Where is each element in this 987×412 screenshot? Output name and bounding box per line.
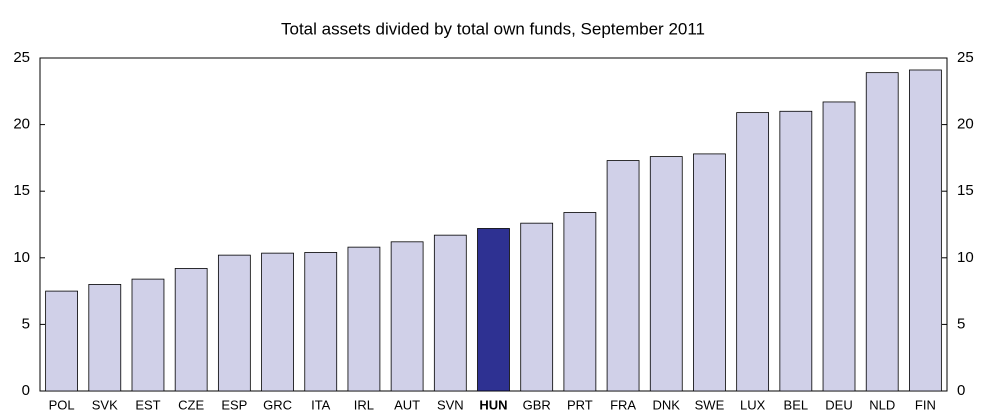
bar <box>347 246 381 392</box>
y-tick-label: 20 <box>13 116 30 133</box>
x-tick-label: FIN <box>915 397 936 412</box>
x-tick-label: AUT <box>394 397 420 412</box>
bar <box>606 160 640 392</box>
x-tick-label: ESP <box>221 397 247 412</box>
y2-tick-label: 10 <box>957 249 974 266</box>
bar <box>649 156 683 392</box>
bar <box>88 284 122 392</box>
bar <box>304 252 338 392</box>
x-tick-label: HUN <box>479 397 507 412</box>
x-tick-label: GRC <box>263 397 292 412</box>
x-tick-label: ITA <box>311 397 331 412</box>
x-tick-label: IRL <box>354 397 374 412</box>
bar <box>909 69 942 392</box>
x-tick-label: SWE <box>695 397 725 412</box>
x-tick-label: SVK <box>92 397 118 412</box>
y-tick-label: 5 <box>22 315 30 332</box>
bar <box>261 252 294 392</box>
bar <box>217 254 251 392</box>
y2-tick-label: 0 <box>957 382 965 399</box>
y2-tick-label: 15 <box>957 182 974 199</box>
x-tick-label: LUX <box>740 397 766 412</box>
x-tick-label: EST <box>135 397 160 412</box>
y2-tick-label: 25 <box>957 49 974 66</box>
x-tick-label: BEL <box>784 397 809 412</box>
y2-tick-label: 5 <box>957 315 965 332</box>
x-tick-label: POL <box>49 397 75 412</box>
x-tick-label: DEU <box>825 397 852 412</box>
bar <box>390 241 424 392</box>
x-tick-label: FRA <box>610 397 636 412</box>
bar <box>779 110 813 392</box>
bar <box>563 212 597 392</box>
x-tick-label: DNK <box>653 397 681 412</box>
bar <box>174 268 208 392</box>
y-tick-label: 0 <box>22 382 30 399</box>
bar <box>865 72 899 392</box>
x-tick-label: CZE <box>178 397 204 412</box>
x-tick-label: NLD <box>869 397 895 412</box>
y-tick-label: 25 <box>13 49 30 66</box>
bar <box>736 112 770 392</box>
y-tick-label: 15 <box>13 182 30 199</box>
chart-title: Total assets divided by total own funds,… <box>281 19 705 38</box>
y2-tick-label: 20 <box>957 116 974 133</box>
bar <box>477 228 510 392</box>
bar <box>693 153 726 392</box>
x-tick-label: SVN <box>437 397 464 412</box>
bar <box>822 101 856 392</box>
bar <box>131 278 165 392</box>
x-tick-label: GBR <box>523 397 551 412</box>
x-tick-label: PRT <box>567 397 593 412</box>
bar <box>520 222 554 392</box>
bar <box>45 290 78 392</box>
y-tick-label: 10 <box>13 249 30 266</box>
bar <box>433 234 467 392</box>
